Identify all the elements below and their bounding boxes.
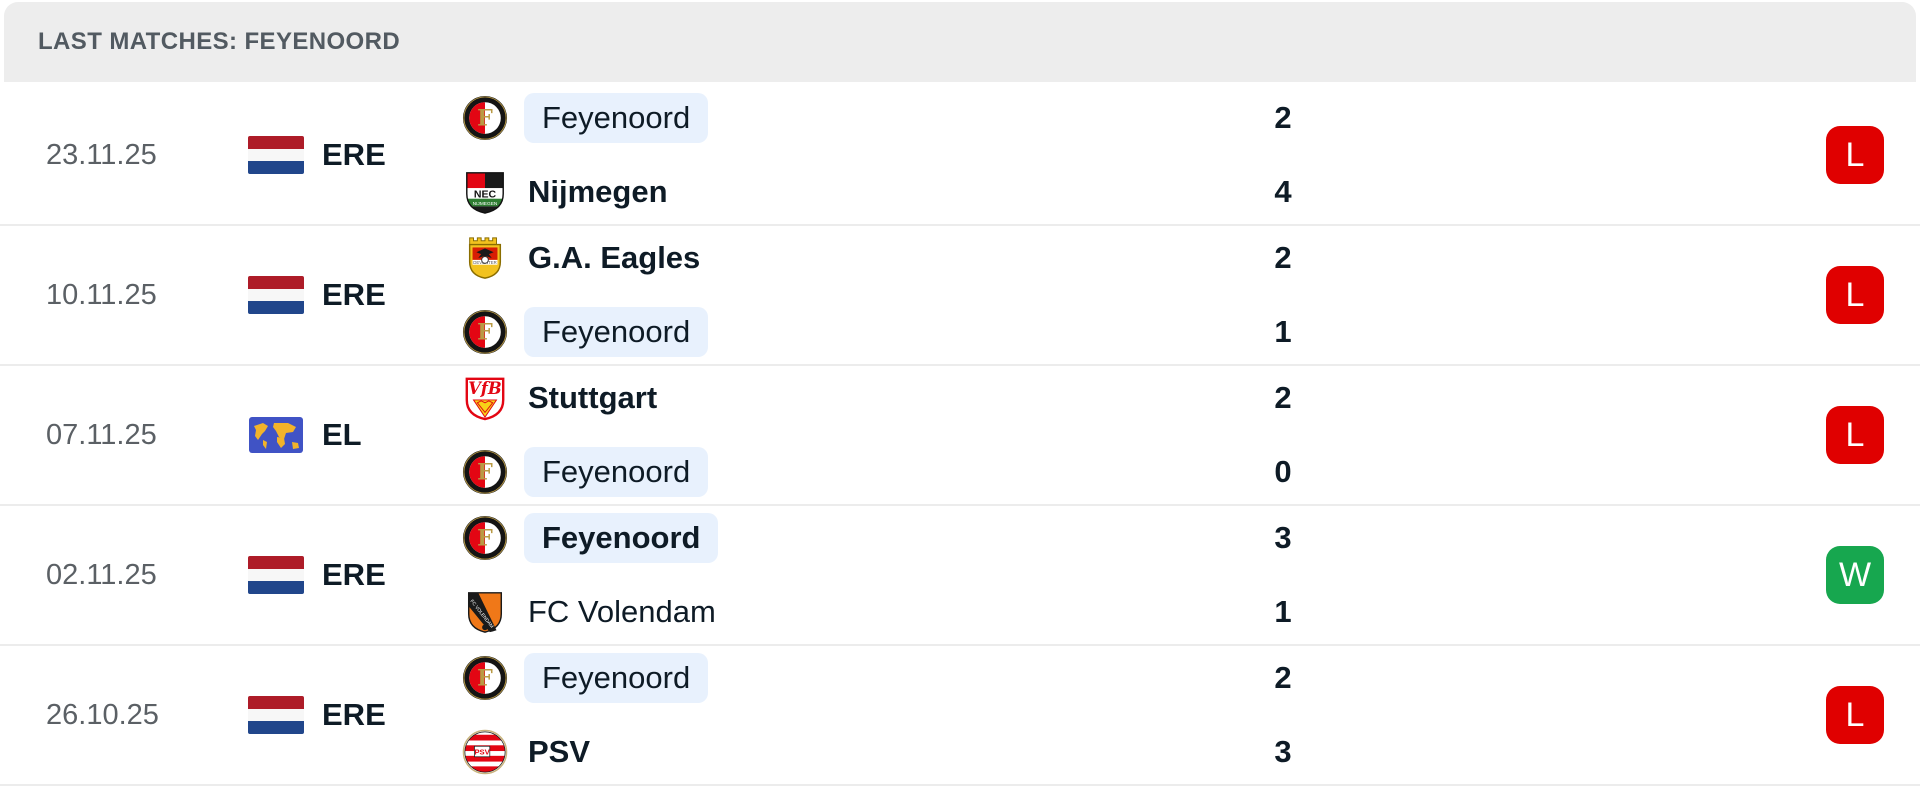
home-team: F Feyenoord — [462, 90, 1108, 146]
scores: 3 1 — [1108, 510, 1458, 640]
psv-logo-icon: PSV — [462, 729, 508, 775]
competition-code: ERE — [322, 137, 386, 172]
away-team: NEC NIJMEGEN Nijmegen — [462, 164, 1108, 220]
result-cell: L — [1826, 406, 1884, 464]
result-badge[interactable]: L — [1826, 686, 1884, 744]
home-score: 2 — [1274, 660, 1292, 695]
match-row[interactable]: 23.11.25 ERE F Feyenoord NEC NIJMEGEN Ni… — [0, 86, 1920, 226]
away-team: PSV PSV — [462, 724, 1108, 780]
competition: ERE — [248, 136, 462, 174]
svg-text:F: F — [477, 460, 493, 486]
home-team: DEVENTER G.A. Eagles — [462, 230, 1108, 286]
away-score: 0 — [1274, 454, 1292, 489]
feyenoord-logo-icon: F — [462, 515, 508, 561]
home-team-name[interactable]: G.A. Eagles — [528, 240, 701, 275]
scores: 2 0 — [1108, 370, 1458, 500]
svg-text:NIJMEGEN: NIJMEGEN — [473, 201, 498, 207]
competition: ERE — [248, 696, 462, 734]
feyenoord-logo-icon: F — [462, 449, 508, 495]
result-badge[interactable]: W — [1826, 546, 1884, 604]
teams: VfB Stuttgart F Feyenoord — [462, 370, 1108, 500]
away-team: FC VOLENDAM FC Volendam — [462, 584, 1108, 640]
svg-text:NEC: NEC — [474, 188, 497, 200]
svg-text:F: F — [477, 666, 493, 692]
competition: ERE — [248, 556, 462, 594]
result-cell: L — [1826, 686, 1884, 744]
widget-header: LAST MATCHES: FEYENOORD — [4, 2, 1916, 82]
netherlands-flag-icon — [248, 276, 304, 314]
result-cell: L — [1826, 266, 1884, 324]
away-team-name[interactable]: PSV — [528, 734, 591, 769]
competition: ERE — [248, 276, 462, 314]
home-team-name[interactable]: Feyenoord — [524, 93, 709, 143]
match-row[interactable]: 07.11.25 EL VfB Stuttgart F Feyenoord 2 … — [0, 366, 1920, 506]
competition-code: ERE — [322, 277, 386, 312]
teams: DEVENTER G.A. Eagles F Feyenoord — [462, 230, 1108, 360]
competition: EL — [248, 417, 462, 453]
netherlands-flag-icon — [248, 556, 304, 594]
feyenoord-logo-icon: F — [462, 309, 508, 355]
competition-code: ERE — [322, 557, 386, 592]
away-team: F Feyenoord — [462, 304, 1108, 360]
result-badge[interactable]: L — [1826, 406, 1884, 464]
away-team-name[interactable]: Nijmegen — [528, 174, 668, 209]
result-badge[interactable]: L — [1826, 126, 1884, 184]
ga-eagles-logo-icon: DEVENTER — [462, 235, 508, 281]
away-score: 1 — [1274, 314, 1292, 349]
match-date: 10.11.25 — [46, 278, 157, 311]
home-score: 2 — [1274, 240, 1292, 275]
result-badge[interactable]: L — [1826, 266, 1884, 324]
match-date: 07.11.25 — [46, 418, 157, 451]
away-team: F Feyenoord — [462, 444, 1108, 500]
feyenoord-logo-icon: F — [462, 95, 508, 141]
match-list: 23.11.25 ERE F Feyenoord NEC NIJMEGEN Ni… — [0, 86, 1920, 786]
feyenoord-logo-icon: F — [462, 655, 508, 701]
teams: F Feyenoord PSV PSV — [462, 650, 1108, 780]
stuttgart-logo-icon: VfB — [462, 375, 508, 421]
result-cell: L — [1826, 126, 1884, 184]
away-score: 4 — [1274, 174, 1292, 209]
away-score: 1 — [1274, 594, 1292, 629]
nijmegen-logo-icon: NEC NIJMEGEN — [462, 169, 508, 215]
home-team-name[interactable]: Stuttgart — [528, 380, 658, 415]
match-row[interactable]: 02.11.25 ERE F Feyenoord FC VOLENDAM FC … — [0, 506, 1920, 646]
scores: 2 1 — [1108, 230, 1458, 360]
widget-title: LAST MATCHES: FEYENOORD — [38, 28, 401, 55]
teams: F Feyenoord NEC NIJMEGEN Nijmegen — [462, 90, 1108, 220]
netherlands-flag-icon — [248, 696, 304, 734]
match-date: 23.11.25 — [46, 138, 157, 171]
scores: 2 4 — [1108, 90, 1458, 220]
result-cell: W — [1826, 546, 1884, 604]
home-team-name[interactable]: Feyenoord — [524, 513, 719, 563]
home-score: 2 — [1274, 380, 1292, 415]
volendam-logo-icon: FC VOLENDAM — [462, 589, 508, 635]
svg-text:PSV: PSV — [474, 747, 490, 756]
match-date: 02.11.25 — [46, 558, 157, 591]
teams: F Feyenoord FC VOLENDAM FC Volendam — [462, 510, 1108, 640]
svg-text:F: F — [477, 106, 493, 132]
away-team-name[interactable]: FC Volendam — [528, 594, 716, 629]
home-team-name[interactable]: Feyenoord — [524, 653, 709, 703]
home-score: 3 — [1274, 520, 1292, 555]
svg-text:F: F — [477, 526, 493, 552]
netherlands-flag-icon — [248, 136, 304, 174]
svg-text:VfB: VfB — [468, 379, 502, 398]
match-date: 26.10.25 — [46, 698, 159, 731]
competition-code: ERE — [322, 697, 386, 732]
svg-text:F: F — [477, 320, 493, 346]
home-team: F Feyenoord — [462, 510, 1108, 566]
away-team-name[interactable]: Feyenoord — [524, 447, 709, 497]
match-row[interactable]: 26.10.25 ERE F Feyenoord PSV PSV 2 3 — [0, 646, 1920, 786]
match-row[interactable]: 10.11.25 ERE DEVENTER G.A. Eagles F Feye… — [0, 226, 1920, 366]
home-score: 2 — [1274, 100, 1292, 135]
away-score: 3 — [1274, 734, 1292, 769]
scores: 2 3 — [1108, 650, 1458, 780]
world-map-icon — [248, 417, 304, 453]
home-team: F Feyenoord — [462, 650, 1108, 706]
away-team-name[interactable]: Feyenoord — [524, 307, 709, 357]
competition-code: EL — [322, 417, 362, 452]
home-team: VfB Stuttgart — [462, 370, 1108, 426]
